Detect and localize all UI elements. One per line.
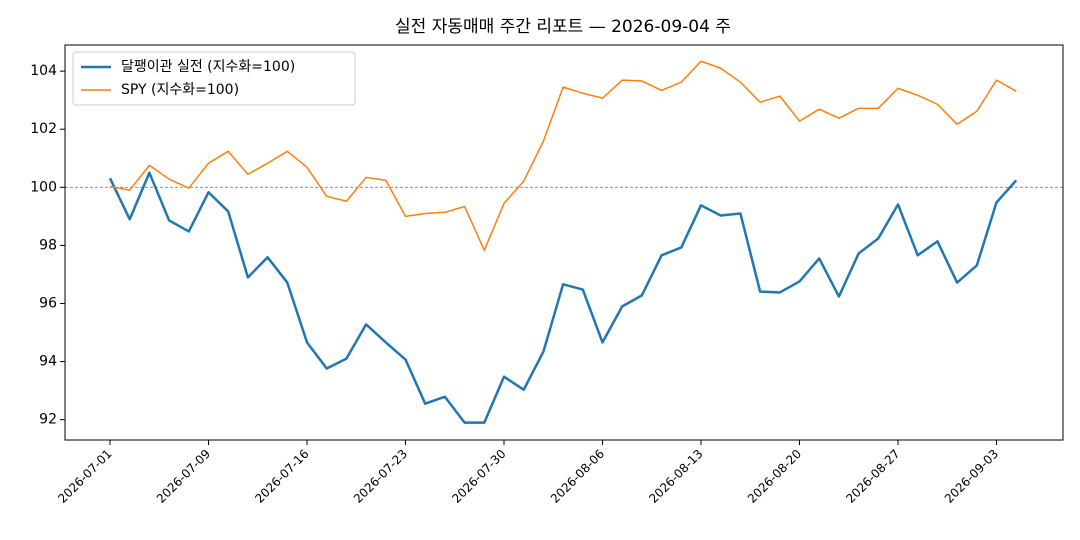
chart-title: 실전 자동매매 주간 리포트 — 2026-09-04 주 (395, 17, 731, 37)
x-tick-label: 2026-07-16 (252, 447, 311, 506)
x-tick-label: 2026-08-20 (745, 447, 804, 506)
series-line (109, 60, 1017, 252)
x-tick-label: 2026-07-23 (351, 447, 410, 506)
y-tick-label: 102 (30, 121, 57, 137)
y-tick-label: 96 (39, 295, 57, 311)
series-line (108, 171, 1018, 424)
legend-label: SPY (지수화=100) (121, 82, 239, 98)
y-tick-label: 92 (39, 412, 57, 428)
x-tick-label: 2026-08-27 (843, 447, 902, 506)
y-tick-label: 104 (30, 63, 57, 79)
x-tick-label: 2026-07-09 (154, 447, 213, 506)
legend-box (72, 51, 356, 106)
plot-frame (64, 44, 1064, 441)
y-tick-label: 100 (30, 179, 57, 195)
x-tick-label: 2026-07-30 (449, 447, 508, 506)
x-tick-label: 2026-08-06 (548, 447, 607, 506)
y-tick-label: 98 (39, 237, 57, 253)
x-tick-label: 2026-07-01 (55, 447, 114, 506)
legend-label: 달팽이관 실전 (지수화=100) (121, 59, 295, 75)
x-tick-label: 2026-09-03 (942, 447, 1001, 506)
x-tick-label: 2026-08-13 (646, 447, 705, 506)
y-tick-label: 94 (39, 354, 57, 370)
